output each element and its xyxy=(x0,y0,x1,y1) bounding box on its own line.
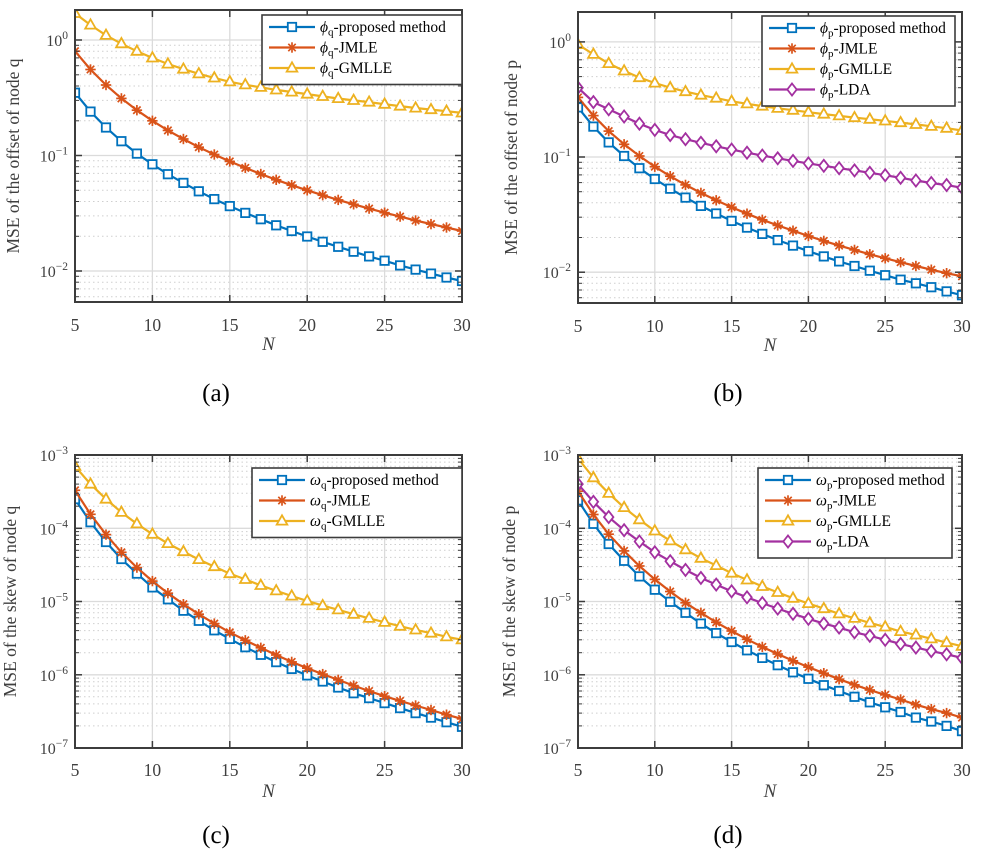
legend-label: ϕp-proposed method xyxy=(820,20,946,40)
caption-c: (c) xyxy=(202,822,230,849)
legend-label: ωq-proposed method xyxy=(310,472,439,492)
x-tick-label: 5 xyxy=(574,316,583,336)
x-tick-label: 25 xyxy=(376,760,394,780)
series-b-proposed-method xyxy=(578,102,962,301)
x-tick-label: 25 xyxy=(876,760,894,780)
x-tick-label: 10 xyxy=(144,760,162,780)
legend-entry-proposed-method: ωq-proposed method xyxy=(259,472,439,492)
legend-entry-jmle: ωq-JMLE xyxy=(259,493,370,513)
legend-label: ϕp-JMLE xyxy=(820,41,877,61)
legend-label: ϕp-LDA xyxy=(820,82,871,102)
series-d-lda xyxy=(578,476,962,666)
series-a-jmle xyxy=(75,46,462,237)
x-tick-label: 15 xyxy=(221,315,239,335)
series-c-gmlle xyxy=(75,458,462,645)
subplot-c-chart: 5 10 15 20 25 30 10−3 10−4 10−5 10−6 10−7 N MSE of t… xyxy=(0,440,491,812)
x-tick-label: 20 xyxy=(298,760,316,780)
legend-entry-gmlle: ϕp-GMLLE xyxy=(769,61,892,81)
series-b-jmle xyxy=(578,92,962,282)
x-tick-label: 25 xyxy=(876,316,894,336)
legend-entry-jmle: ϕq-JMLE xyxy=(269,40,377,60)
legend-entry-lda: ϕp-LDA xyxy=(769,82,871,102)
legend-label: ϕq-GMLLE xyxy=(320,60,392,80)
caption-d: (d) xyxy=(713,822,743,849)
series-d-jmle xyxy=(578,486,962,723)
y-axis-label: MSE of the offset of node p xyxy=(501,60,521,255)
x-tick-label: 30 xyxy=(953,316,971,336)
series-b-lda xyxy=(578,80,962,196)
legend-entry-gmlle: ϕq-GMLLE xyxy=(269,60,392,80)
subplot-b-chart: 5 10 15 20 25 30 100 10−1 10−2 N MSE of the offset… xyxy=(491,0,982,372)
x-tick-label: 30 xyxy=(453,760,471,780)
y-axis-label: MSE of the skew of node q xyxy=(0,506,20,698)
legend-entry-lda: ωp-LDA xyxy=(765,534,870,554)
legend-label: ϕq-proposed method xyxy=(320,19,446,39)
x-tick-label: 25 xyxy=(376,315,394,335)
x-axis-label: N xyxy=(261,334,276,355)
legend-entry-jmle: ϕp-JMLE xyxy=(769,41,877,61)
legend-entry-gmlle: ωp-GMLLE xyxy=(765,513,891,533)
subplot-a-chart: 5 10 15 20 25 30 100 10−1 10−2 N MSE of the offset… xyxy=(0,0,491,372)
x-tick-label: 10 xyxy=(646,760,664,780)
legend-label: ωq-GMLLE xyxy=(310,513,385,533)
legend-label: ωp-GMLLE xyxy=(816,513,891,533)
legend-label: ωp-JMLE xyxy=(816,493,876,513)
legend-label: ωq-JMLE xyxy=(310,493,370,513)
x-axis-label: N xyxy=(261,781,276,802)
legend-entry-proposed-method: ωp-proposed method xyxy=(765,472,945,492)
x-axis-label: N xyxy=(763,335,778,356)
legend-label: ωp-LDA xyxy=(816,534,870,554)
series-c-jmle xyxy=(75,485,462,725)
series-d-proposed-method xyxy=(578,495,962,737)
legend-label: ϕq-JMLE xyxy=(320,40,377,60)
legend-entry-gmlle: ωq-GMLLE xyxy=(259,513,385,533)
legend-entry-proposed-method: ϕp-proposed method xyxy=(769,20,946,40)
series-a-proposed-method xyxy=(75,87,462,287)
legend-label: ωp-proposed method xyxy=(816,472,945,492)
series-d-gmlle xyxy=(578,455,962,651)
x-tick-label: 15 xyxy=(723,316,741,336)
y-axis-label: MSE of the offset of node q xyxy=(3,58,23,253)
x-tick-label: 20 xyxy=(800,760,818,780)
x-tick-label: 5 xyxy=(71,315,80,335)
x-tick-label: 10 xyxy=(144,315,162,335)
legend-entry-proposed-method: ϕq-proposed method xyxy=(269,19,446,39)
y-axis-label: MSE of the skew of node p xyxy=(499,506,519,698)
series-a-gmlle xyxy=(75,10,462,118)
x-tick-label: 20 xyxy=(298,315,316,335)
caption-a: (a) xyxy=(202,380,230,407)
x-axis-label: N xyxy=(763,781,778,802)
x-tick-label: 30 xyxy=(953,760,971,780)
x-tick-label: 5 xyxy=(574,760,583,780)
x-tick-label: 15 xyxy=(723,760,741,780)
x-tick-label: 15 xyxy=(221,760,239,780)
x-tick-label: 20 xyxy=(800,316,818,336)
legend-entry-jmle: ωp-JMLE xyxy=(765,493,876,513)
x-tick-label: 5 xyxy=(71,760,80,780)
x-tick-label: 30 xyxy=(453,315,471,335)
legend-label: ϕp-GMLLE xyxy=(820,61,892,81)
subplot-d-chart: 5 10 15 20 25 30 10−3 10−4 10−5 10−6 10−7 N MSE of t… xyxy=(491,440,982,812)
caption-b: (b) xyxy=(713,380,743,407)
x-tick-label: 10 xyxy=(646,316,664,336)
